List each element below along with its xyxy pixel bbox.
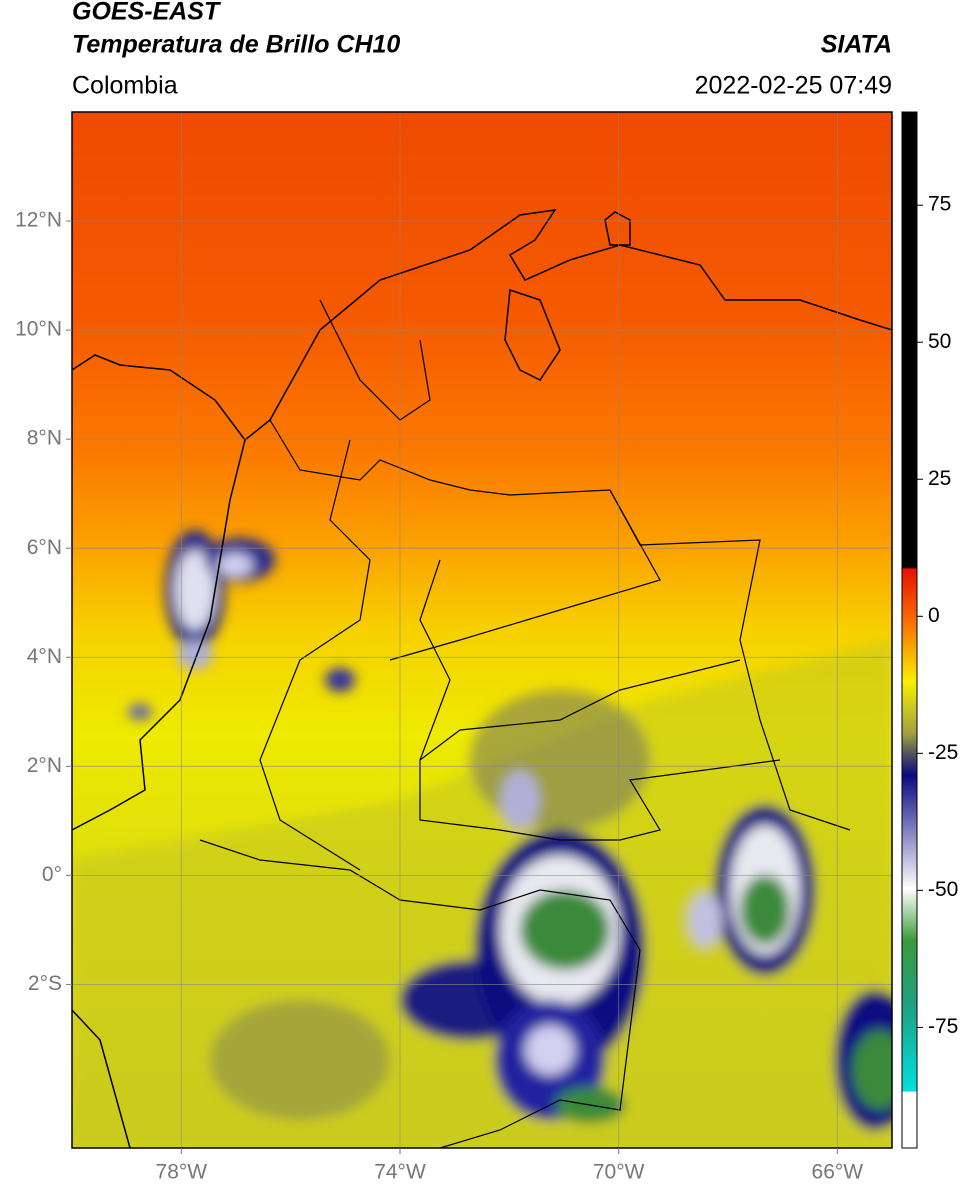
region: Colombia [72,72,178,100]
y-tick-label: 10°N [15,318,62,341]
map [72,112,892,1148]
y-tick-label: 6°N [27,536,62,559]
y-tick-label: 0° [42,863,62,886]
title: GOES-EAST [72,0,222,26]
colorbar-tick-label: 25 [928,467,951,490]
y-tick-label: 4°N [27,645,62,668]
borders [199,299,851,1148]
colorbar-tick-label: -75 [928,1015,958,1038]
coastline [72,209,892,1148]
y-tick-label: 8°N [27,427,62,450]
colorbar-tick-label: 50 [928,330,951,353]
map-frame [71,111,893,1149]
x-tick-label: 78°W [156,1161,208,1184]
y-tick-label: 12°N [15,209,62,232]
colorbar-tick-label: 0 [928,604,940,627]
x-tick-label: 74°W [374,1161,426,1184]
cloud-field [72,530,892,1148]
subtitle: Temperatura de Brillo CH10 [72,31,400,59]
colorbar-tick-label: -25 [928,741,958,764]
colorbar-tick-label: 75 [928,193,951,216]
colorbar [901,111,918,1149]
y-tick-label: 2°S [28,972,62,995]
x-tick-label: 70°W [593,1161,645,1184]
source: SIATA [821,31,892,59]
gridlines [72,112,892,1148]
y-tick-label: 2°N [27,754,62,777]
colorbar-tick-label: -50 [928,878,958,901]
datetime: 2022-02-25 07:49 [695,72,892,100]
x-tick-label: 66°W [812,1161,864,1184]
